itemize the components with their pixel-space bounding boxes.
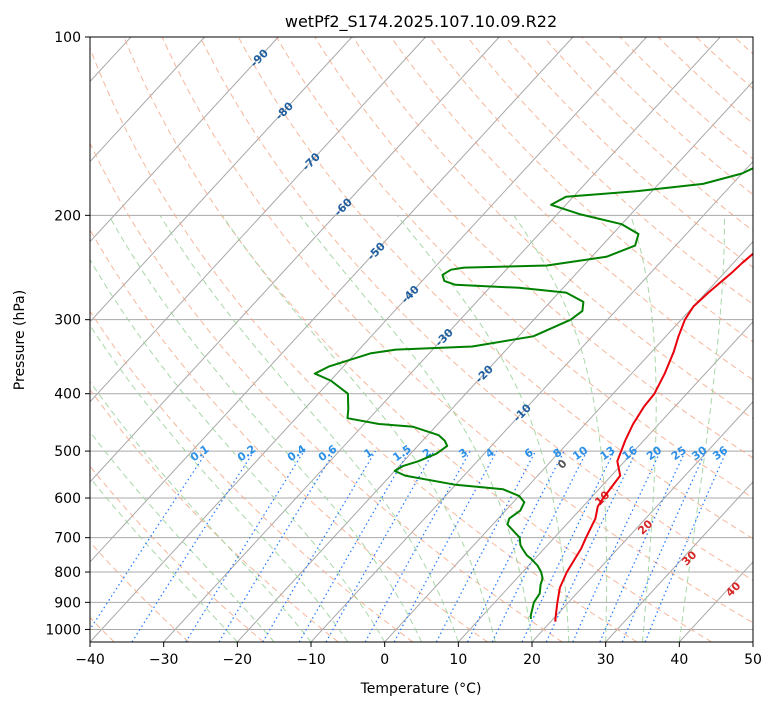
dry-adiabat	[90, 46, 638, 642]
moist-adiabat	[513, 215, 608, 642]
sounding-profiles	[313, 167, 753, 622]
y-tick-label: 600	[54, 491, 81, 507]
isotherm	[90, 37, 205, 163]
moist-adiabat	[90, 258, 386, 642]
x-tick-label: 40	[670, 652, 688, 668]
dry-adiabat	[90, 142, 563, 642]
mixing-ratio-line	[521, 450, 615, 642]
x-tick-label: 0	[380, 652, 389, 668]
isotherm	[90, 37, 500, 483]
mixing-ratio-line	[491, 450, 588, 642]
x-tick-label: 20	[523, 652, 541, 668]
axes: −40 −30 −20 −10 0 10 20 30 40 50 100 200 300 400 500 60…	[45, 30, 762, 668]
y-tick-label: 100	[54, 30, 81, 46]
isotherm	[457, 320, 753, 642]
mixing-ratio-line	[545, 450, 637, 642]
dry-adiabat	[314, 37, 753, 459]
chart-title: wetPf2_S174.2025.107.10.09.R22	[285, 12, 557, 32]
y-tick-label: 200	[54, 208, 81, 224]
moist-adiabat	[90, 324, 349, 642]
dewpoint-profile	[313, 167, 753, 620]
y-axis-label: Pressure (hPa)	[12, 290, 28, 390]
y-tick-label: 800	[54, 565, 81, 581]
dry-adiabat	[90, 228, 488, 642]
dry-adiabat	[276, 37, 753, 499]
isotherm	[90, 37, 353, 323]
y-tick-label: 400	[54, 387, 81, 403]
mixing-ratio-line	[572, 450, 662, 642]
y-tick-label: 700	[54, 531, 81, 547]
x-tick-label: −10	[296, 652, 326, 668]
x-tick-label: 10	[449, 652, 467, 668]
y-tick-label: 300	[54, 313, 81, 329]
mixing-ratio-line	[131, 450, 255, 642]
moist-adiabat	[90, 431, 275, 642]
y-tick-label: 500	[54, 444, 81, 460]
moist-adiabat	[159, 215, 459, 642]
isotherm	[90, 37, 574, 563]
moist-adiabat	[108, 215, 422, 642]
dry-adiabat	[161, 37, 753, 624]
moist-adiabat	[221, 215, 496, 642]
dry-adiabat	[390, 37, 753, 381]
temperature-profile	[554, 252, 753, 622]
x-tick-label: −30	[149, 652, 179, 668]
isotherm	[531, 401, 753, 642]
background-lines	[90, 37, 753, 642]
moist-adiabat	[90, 477, 238, 642]
x-tick-label: −40	[75, 652, 105, 668]
dry-adiabat	[352, 37, 753, 420]
x-tick-label: −20	[223, 652, 253, 668]
mixing-ratio-line	[185, 450, 305, 642]
x-tick-label: 50	[744, 652, 762, 668]
mixing-ratio-line	[90, 450, 208, 631]
isotherm	[90, 37, 647, 642]
isotherm	[384, 240, 753, 642]
moist-adiabat	[396, 214, 570, 642]
x-axis-label: Temperature (°C)	[360, 681, 482, 697]
plot-frame	[89, 36, 754, 643]
isotherm	[605, 481, 753, 642]
mixing-ratio-line	[393, 450, 498, 642]
y-tick-label: 900	[54, 595, 81, 611]
isotherm	[90, 37, 426, 403]
moist-adiabat	[630, 215, 657, 642]
x-tick-label: 30	[597, 652, 615, 668]
isotherm	[90, 37, 279, 243]
moist-adiabat	[678, 215, 726, 642]
mixing-ratio-line	[218, 450, 336, 642]
mixing-ratio-line	[262, 450, 376, 642]
dry-adiabat	[237, 37, 753, 540]
mixing-ratio-line	[298, 450, 410, 642]
dry-adiabat	[428, 37, 753, 343]
isotherm	[163, 37, 721, 642]
dry-adiabat	[90, 465, 264, 642]
y-tick-label: 1000	[45, 622, 81, 638]
dry-adiabat	[90, 541, 190, 642]
